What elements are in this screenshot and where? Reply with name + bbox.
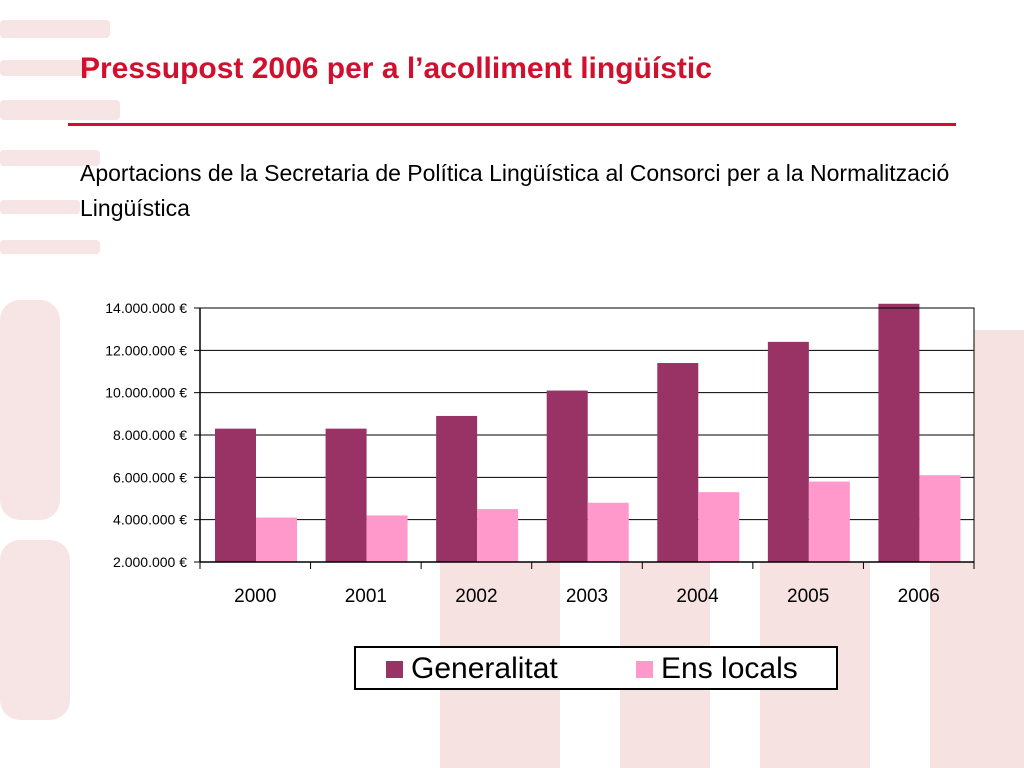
- bar-ens-locals: [919, 475, 961, 562]
- bar-generalitat: [436, 415, 478, 562]
- x-tick-label: 2005: [787, 586, 829, 607]
- bar-ens-locals: [256, 517, 297, 562]
- y-tick-label: 4.000.000 €: [113, 512, 187, 528]
- y-tick-label: 8.000.000 €: [113, 427, 187, 443]
- legend-swatch-ens-locals: [636, 660, 653, 678]
- bar-ens-locals: [366, 515, 408, 562]
- legend-item-ens-locals: Ens locals: [636, 652, 798, 686]
- bar-generalitat: [657, 363, 699, 562]
- x-tick-label: 2003: [566, 586, 608, 607]
- bar-generalitat: [546, 390, 588, 562]
- slide-title: Pressupost 2006 per a l’acolliment lingü…: [80, 52, 712, 85]
- bar-generalitat: [878, 303, 920, 562]
- legend-label-ens-locals: Ens locals: [661, 652, 798, 685]
- x-tick-label: 2004: [676, 586, 719, 607]
- bar-ens-locals: [587, 502, 629, 562]
- legend-label-generalitat: Generalitat: [411, 652, 558, 685]
- bar-generalitat: [767, 341, 809, 562]
- y-tick-label: 14.000.000 €: [105, 300, 187, 316]
- bar-ens-locals: [808, 481, 850, 562]
- y-tick-label: 6.000.000 €: [113, 469, 187, 485]
- x-tick-label: 2002: [455, 586, 497, 607]
- bar-ens-locals: [477, 509, 519, 562]
- y-tick-label: 10.000.000 €: [105, 385, 187, 401]
- x-tick-label: 2006: [898, 586, 940, 607]
- legend-swatch-generalitat: [386, 660, 403, 678]
- legend-item-generalitat: Generalitat: [386, 652, 558, 686]
- bar-generalitat: [325, 428, 367, 562]
- y-tick-label: 2.000.000 €: [113, 554, 187, 570]
- title-divider: [68, 123, 956, 126]
- bar-ens-locals: [698, 492, 740, 562]
- bar-generalitat: [215, 428, 256, 562]
- slide-subtitle: Aportacions de la Secretaria de Política…: [80, 160, 950, 221]
- x-tick-label: 2000: [234, 586, 276, 607]
- y-tick-label: 12.000.000 €: [105, 342, 187, 358]
- x-tick-label: 2001: [345, 586, 387, 607]
- chart-legend: Generalitat Ens locals: [354, 646, 838, 690]
